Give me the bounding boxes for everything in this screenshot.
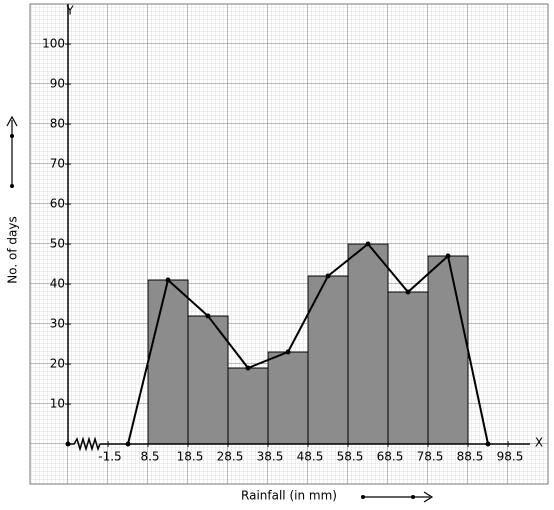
bar	[387, 291, 429, 445]
bar	[427, 255, 469, 445]
x-axis-label: Rainfall (in mm)	[241, 489, 337, 503]
y-tick-label: 10	[50, 397, 65, 411]
bar	[347, 243, 389, 445]
plot	[125, 241, 491, 447]
y-axis-name: Y	[65, 4, 74, 18]
y-tick-label: 100	[42, 37, 65, 51]
x-tick-label: 68.5	[377, 450, 404, 464]
y-tick-label: 50	[50, 237, 65, 251]
polygon-point	[285, 349, 291, 355]
x-arrow	[361, 491, 434, 503]
y-tick-label: 80	[50, 117, 65, 131]
x-tick-label: 88.5	[457, 450, 484, 464]
bar	[267, 351, 309, 445]
y-arrow	[6, 115, 18, 188]
x-tick-label: 58.5	[337, 450, 364, 464]
bar	[307, 275, 349, 445]
x-tick-label: 48.5	[297, 450, 324, 464]
y-tick-label: 90	[50, 77, 65, 91]
x-tick-label: 98.5	[497, 450, 524, 464]
bar	[227, 367, 269, 445]
x-tick-label: 78.5	[417, 450, 444, 464]
x-axis-name: X	[535, 436, 543, 450]
y-tick-label: 70	[50, 157, 65, 171]
polygon-point	[365, 241, 371, 247]
y-tick-label: 60	[50, 197, 65, 211]
polygon-point	[165, 277, 171, 283]
y-axis-label: No. of days	[6, 216, 20, 283]
x-tick-label: 8.5	[140, 450, 159, 464]
axis-break	[68, 436, 101, 452]
y-tick-label: 40	[50, 277, 65, 291]
y-tick-label: 20	[50, 357, 65, 371]
x-tick-label: 18.5	[177, 450, 204, 464]
frequency-polygon	[127, 242, 489, 445]
x-tick-label: 28.5	[217, 450, 244, 464]
origin	[65, 441, 71, 447]
polygon-point	[205, 313, 211, 319]
y-tick-label: 30	[50, 317, 65, 331]
polygon-point	[245, 365, 251, 371]
polygon-point	[405, 289, 411, 295]
x-tick-label: -1.5	[98, 450, 121, 464]
polygon-point	[445, 253, 451, 259]
polygon-point	[325, 273, 331, 279]
bar	[147, 279, 189, 445]
x-tick-label: 38.5	[257, 450, 284, 464]
